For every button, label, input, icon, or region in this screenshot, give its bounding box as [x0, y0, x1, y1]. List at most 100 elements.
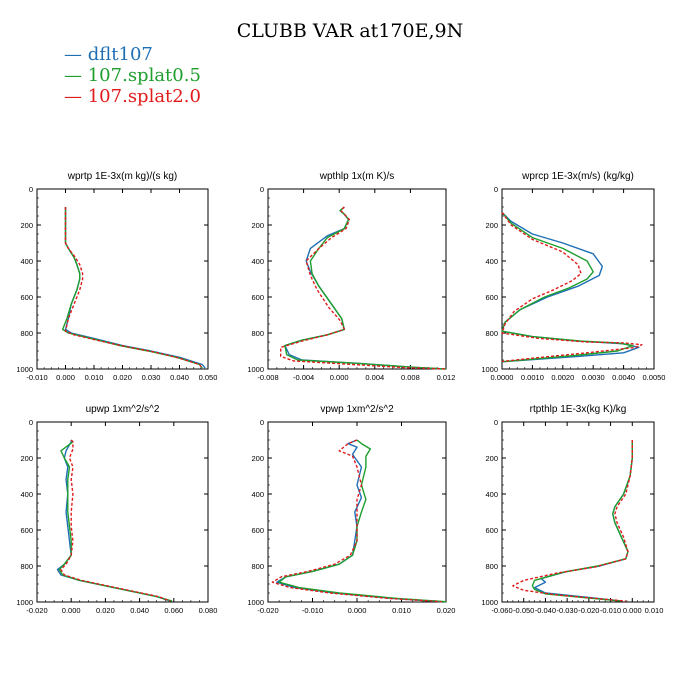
legend-label: 107.splat2.0	[87, 86, 201, 107]
chart-panel-1: wprtp 1E-3x(m kg)/(s kg) -0.010 0.000 0.010…	[16, 171, 217, 382]
y-tick-label: 1000	[481, 598, 498, 607]
x-tick-label: -0.060	[491, 606, 512, 615]
x-tick-label: 0.050	[199, 373, 218, 382]
x-tick-label: -0.008	[257, 373, 278, 382]
series-line-dflt107	[284, 206, 442, 370]
x-tick-label: 0.020	[437, 606, 456, 615]
y-tick-label: 800	[485, 329, 498, 338]
y-tick-label: 0	[494, 185, 498, 194]
chart-panel-6: rtpthlp 1E-3x(kg K)/kg -0.060 -0.050 -0.040…	[481, 404, 663, 615]
y-tick-label: 800	[251, 562, 264, 571]
legend-swatch: —	[64, 65, 88, 86]
x-tick-label: -0.020	[257, 606, 278, 615]
legend-entry-splat0.5: — 107.splat0.5	[64, 65, 201, 86]
y-tick-label: 0	[260, 185, 264, 194]
x-tick-label: 0.0040	[612, 373, 635, 382]
x-tick-label: 0.010	[392, 606, 411, 615]
y-tick-label: 600	[251, 526, 264, 535]
series-line-dflt107	[56, 440, 171, 602]
x-tick-label: 0.020	[96, 606, 115, 615]
x-tick-label: 0.000	[623, 606, 642, 615]
x-tick-label: 0.004	[365, 373, 384, 382]
y-tick-label: 200	[251, 221, 264, 230]
y-tick-label: 400	[20, 257, 33, 266]
y-tick-label: 1000	[247, 365, 264, 374]
series-line-107-splat0-5	[278, 439, 447, 603]
x-tick-label: -0.004	[293, 373, 314, 382]
y-tick-label: 600	[20, 526, 33, 535]
legend-label: 107.splat0.5	[87, 65, 201, 86]
chart-panel-2: wpthlp 1x(m K)/s -0.008 -0.004 0.000 0.004 0.…	[247, 171, 455, 382]
y-tick-label: 800	[20, 329, 33, 338]
x-tick-label: 0.012	[437, 373, 456, 382]
x-tick-label: 0.0000	[491, 373, 514, 382]
y-tick-label: 800	[251, 329, 264, 338]
panel-title: wpthlp 1x(m K)/s	[319, 171, 394, 182]
x-tick-label: 0.000	[330, 373, 349, 382]
x-tick-label: 0.000	[62, 606, 81, 615]
y-tick-label: 600	[251, 293, 264, 302]
y-tick-label: 600	[20, 293, 33, 302]
series-line-dflt107	[64, 207, 206, 369]
y-tick-label: 1000	[16, 365, 33, 374]
y-tick-label: 1000	[481, 365, 498, 374]
series-line-107-splat0-5	[501, 211, 634, 363]
y-tick-label: 400	[251, 490, 264, 499]
y-tick-label: 200	[20, 454, 33, 463]
legend-entry-dflt107: — dflt107	[64, 44, 201, 65]
series-line-107-splat0-5	[61, 207, 203, 369]
x-tick-label: -0.010	[302, 606, 323, 615]
series-line-107-splat0-5	[531, 440, 633, 602]
x-tick-label: 0.010	[85, 373, 104, 382]
y-tick-label: 0	[260, 418, 264, 427]
y-tick-label: 400	[485, 490, 498, 499]
y-tick-label: 400	[20, 490, 33, 499]
legend-label: dflt107	[87, 44, 153, 65]
x-tick-label: -0.020	[578, 606, 599, 615]
y-tick-label: 200	[251, 454, 264, 463]
x-tick-label: -0.020	[26, 606, 47, 615]
y-tick-label: 200	[485, 221, 498, 230]
x-tick-label: 0.030	[142, 373, 161, 382]
series-line-107-splat0-5	[284, 206, 447, 370]
x-tick-label: 0.080	[199, 606, 218, 615]
plot-frame	[501, 421, 655, 603]
y-tick-label: 600	[485, 526, 498, 535]
x-tick-label: 0.0010	[521, 373, 544, 382]
x-tick-label: -0.030	[557, 606, 578, 615]
series-line-107-splat2-0	[60, 439, 171, 602]
y-tick-label: 0	[494, 418, 498, 427]
y-tick-label: 800	[20, 562, 33, 571]
series-line-107-splat2-0	[280, 206, 447, 370]
x-tick-label: -0.010	[600, 606, 621, 615]
chart-panel-3: wprcp 1E-3x(m/s) (kg/kg) 0.0000 0.0010 0.00…	[481, 171, 665, 382]
plot-frame	[36, 188, 209, 370]
series-line-107-splat2-0	[512, 440, 633, 602]
y-tick-label: 1000	[16, 598, 33, 607]
y-tick-label: 400	[251, 257, 264, 266]
panel-title: wprcp 1E-3x(m/s) (kg/kg)	[521, 171, 634, 182]
x-tick-label: 0.010	[645, 606, 664, 615]
page-title: CLUBB VAR at170E,9N	[236, 20, 464, 42]
y-tick-label: 1000	[247, 598, 264, 607]
series-line-107-splat2-0	[501, 211, 643, 363]
y-tick-label: 0	[29, 418, 33, 427]
x-tick-label: 0.0050	[643, 373, 666, 382]
x-tick-label: -0.040	[535, 606, 556, 615]
series-line-dflt107	[276, 439, 442, 603]
panel-title: wprtp 1E-3x(m kg)/(s kg)	[67, 171, 177, 182]
legend-swatch: —	[64, 44, 88, 65]
x-tick-label: 0.0020	[551, 373, 574, 382]
series-line-107-splat0-5	[58, 439, 173, 602]
x-tick-label: 0.060	[164, 606, 183, 615]
legend-entry-splat2.0: — 107.splat2.0	[64, 86, 201, 107]
y-tick-label: 400	[485, 257, 498, 266]
series-line-107-splat2-0	[271, 439, 442, 603]
x-tick-label: 0.040	[130, 606, 149, 615]
x-tick-label: 0.020	[113, 373, 132, 382]
x-tick-label: 0.0030	[582, 373, 605, 382]
x-tick-label: 0.008	[401, 373, 420, 382]
panel-title: upwp 1xm^2/s^2	[86, 404, 160, 415]
y-tick-label: 800	[485, 562, 498, 571]
